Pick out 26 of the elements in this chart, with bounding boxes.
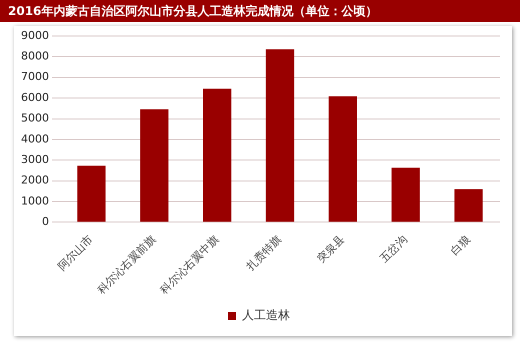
y-tick-label: 6000 bbox=[20, 90, 49, 104]
bar bbox=[392, 168, 420, 222]
x-tick-label: 突泉县 bbox=[314, 232, 347, 266]
legend-label: 人工造林 bbox=[242, 308, 290, 322]
x-tick-label: 科尔沁右翼中旗 bbox=[158, 232, 222, 296]
bar bbox=[454, 189, 483, 222]
y-tick-label: 8000 bbox=[20, 50, 49, 63]
y-tick-label: 4000 bbox=[20, 132, 49, 146]
bar bbox=[266, 49, 294, 222]
x-tick-label: 扎赉特旗 bbox=[244, 232, 284, 274]
y-tick-label: 5000 bbox=[20, 112, 49, 125]
x-tick-label: 五岔沟 bbox=[377, 232, 410, 266]
y-tick-label: 1000 bbox=[20, 194, 49, 208]
bar bbox=[328, 96, 357, 222]
y-tick-label: 9000 bbox=[20, 28, 49, 42]
x-tick-label: 科尔沁右翼前旗 bbox=[94, 232, 158, 296]
bar bbox=[202, 88, 232, 222]
chart-title: 2016年内蒙古自治区阿尔山市分县人工造林完成情况（单位：公顷） bbox=[0, 0, 520, 22]
bar bbox=[140, 109, 168, 222]
y-tick-label: 0 bbox=[42, 215, 49, 228]
bar bbox=[77, 166, 106, 222]
y-tick-label: 3000 bbox=[20, 153, 49, 166]
y-tick-label: 7000 bbox=[20, 70, 49, 84]
x-tick-label: 白狼 bbox=[448, 232, 473, 258]
y-tick-label: 2000 bbox=[20, 174, 49, 187]
x-tick-label: 阿尔山市 bbox=[55, 232, 96, 274]
